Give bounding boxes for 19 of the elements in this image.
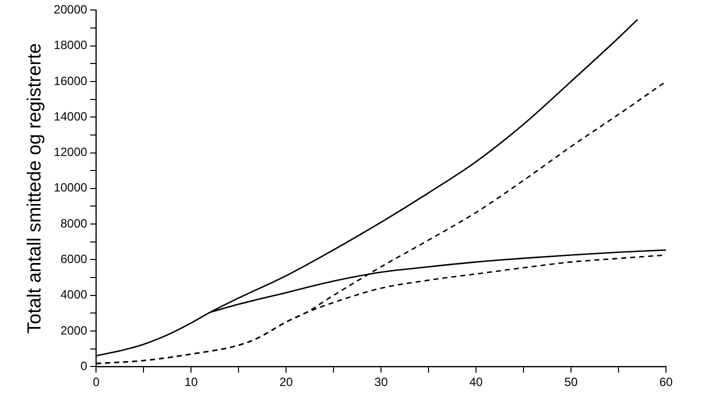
- y-tick-label: 18000: [54, 38, 88, 52]
- x-tick-label: 60: [659, 375, 673, 390]
- x-tick-label: 20: [279, 375, 294, 390]
- y-tick-label: 2000: [60, 323, 88, 338]
- x-tick-label: 0: [92, 375, 100, 390]
- y-axis-title: Totalt antall smittede og registrerte: [24, 43, 46, 334]
- y-tick-label: 10000: [54, 180, 88, 195]
- x-tick-label: 30: [374, 375, 388, 390]
- x-tick-label: 40: [469, 375, 484, 390]
- y-tick-label: 4000: [60, 288, 88, 302]
- x-tick-label: 10: [184, 375, 198, 390]
- y-tick-label: 6000: [60, 252, 88, 266]
- y-tick-label: 8000: [60, 216, 88, 230]
- y-tick-label: 0: [80, 358, 88, 373]
- y-tick-label: 20000: [54, 2, 88, 17]
- y-tick-label: 12000: [54, 145, 88, 160]
- x-tick-label: 50: [564, 375, 578, 390]
- y-tick-label: 14000: [54, 109, 88, 124]
- y-tick-label: 16000: [54, 74, 88, 88]
